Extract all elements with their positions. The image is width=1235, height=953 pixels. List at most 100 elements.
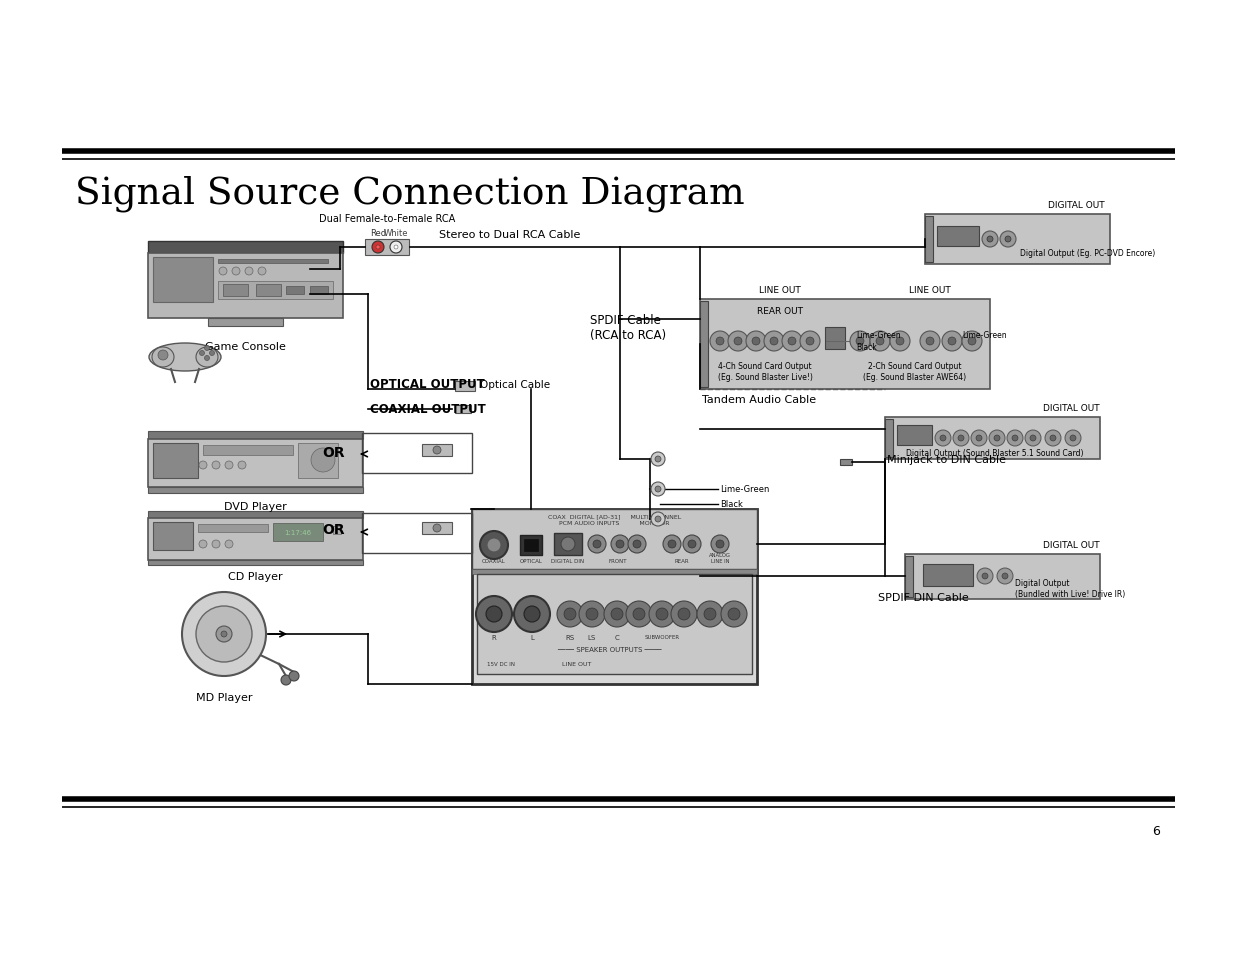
Circle shape	[953, 431, 969, 447]
Bar	[148, 518, 363, 560]
Circle shape	[935, 431, 951, 447]
Circle shape	[976, 436, 982, 441]
Circle shape	[593, 540, 601, 548]
Text: Game Console: Game Console	[205, 341, 285, 352]
Bar	[224, 285, 248, 296]
Circle shape	[225, 461, 233, 470]
Text: 15V DC IN: 15V DC IN	[487, 661, 515, 667]
Circle shape	[683, 536, 701, 554]
Bar	[422, 522, 452, 535]
Text: DIGITAL OUT: DIGITAL OUT	[1044, 403, 1100, 413]
Circle shape	[1030, 436, 1036, 441]
Circle shape	[856, 337, 864, 346]
Bar	[366, 240, 409, 255]
Circle shape	[1070, 436, 1076, 441]
Bar	[362, 514, 472, 554]
Circle shape	[514, 597, 550, 633]
Circle shape	[1002, 574, 1008, 579]
Text: 4-Ch Sound Card Output
(Eg. Sound Blaster Live!): 4-Ch Sound Card Output (Eg. Sound Blaste…	[718, 362, 813, 381]
Circle shape	[876, 337, 884, 346]
Text: DIGITAL OUT: DIGITAL OUT	[1044, 540, 1100, 550]
Bar	[925, 216, 932, 263]
Text: Black: Black	[856, 343, 877, 352]
Circle shape	[616, 540, 624, 548]
Text: ──── SPEAKER OUTPUTS ────: ──── SPEAKER OUTPUTS ────	[557, 646, 662, 652]
Text: L: L	[530, 635, 534, 640]
Bar	[472, 510, 757, 569]
Text: OPTICAL OUTPUT: OPTICAL OUTPUT	[370, 378, 485, 391]
Text: 6: 6	[1152, 824, 1160, 837]
Circle shape	[746, 332, 766, 352]
Circle shape	[721, 601, 747, 627]
Bar	[905, 557, 913, 598]
Circle shape	[487, 606, 501, 622]
Circle shape	[982, 574, 988, 579]
Text: OPTICAL: OPTICAL	[520, 558, 542, 563]
Bar	[923, 564, 973, 586]
Bar	[198, 524, 268, 533]
Text: Digital Output (Eg. PC-DVD Encore): Digital Output (Eg. PC-DVD Encore)	[1020, 248, 1155, 257]
Text: SPDIF DIN Cable: SPDIF DIN Cable	[878, 593, 968, 602]
Text: MD Player: MD Player	[196, 692, 252, 702]
Circle shape	[668, 540, 676, 548]
Text: SPDIF Cable
(RCA to RCA): SPDIF Cable (RCA to RCA)	[590, 314, 666, 341]
Circle shape	[475, 597, 513, 633]
Bar	[148, 439, 363, 488]
Circle shape	[764, 332, 784, 352]
Text: Dual Female-to-Female RCA: Dual Female-to-Female RCA	[319, 213, 456, 224]
Circle shape	[225, 540, 233, 548]
Circle shape	[710, 332, 730, 352]
Bar	[256, 285, 282, 296]
Bar	[825, 328, 845, 350]
Bar	[287, 287, 304, 294]
Bar	[472, 569, 757, 575]
Text: LINE OUT: LINE OUT	[760, 286, 800, 294]
Circle shape	[196, 606, 252, 662]
Text: Digital Output
(Bundled with Live! Drive IR): Digital Output (Bundled with Live! Drive…	[1015, 578, 1125, 598]
Text: Black: Black	[720, 500, 743, 509]
Circle shape	[579, 601, 605, 627]
Circle shape	[716, 540, 724, 548]
Text: DVD Player: DVD Player	[224, 501, 287, 512]
Circle shape	[375, 246, 380, 250]
Bar	[477, 575, 752, 675]
Bar	[840, 459, 852, 465]
Circle shape	[557, 601, 583, 627]
Circle shape	[634, 540, 641, 548]
Bar	[925, 214, 1110, 265]
Bar	[298, 443, 338, 478]
Ellipse shape	[152, 348, 174, 368]
Text: Lime-Green: Lime-Green	[856, 331, 900, 340]
Circle shape	[942, 332, 962, 352]
Bar	[153, 257, 212, 303]
Bar	[897, 426, 932, 446]
Circle shape	[727, 608, 740, 620]
Bar	[524, 539, 538, 552]
Circle shape	[989, 431, 1005, 447]
Text: OR: OR	[322, 446, 345, 459]
Text: Red: Red	[370, 229, 387, 237]
Circle shape	[806, 337, 814, 346]
Circle shape	[199, 461, 207, 470]
Text: ANALOG
LINE IN: ANALOG LINE IN	[709, 553, 731, 563]
Circle shape	[926, 337, 934, 346]
Bar	[454, 381, 475, 392]
Bar	[472, 510, 757, 684]
Circle shape	[245, 268, 253, 275]
Circle shape	[205, 346, 210, 351]
Circle shape	[655, 486, 661, 493]
Circle shape	[920, 332, 940, 352]
Text: 2-Ch Sound Card Output
(Eg. Sound Blaster AWE64): 2-Ch Sound Card Output (Eg. Sound Blaste…	[863, 362, 967, 381]
Circle shape	[977, 568, 993, 584]
Circle shape	[221, 631, 227, 638]
Circle shape	[1025, 431, 1041, 447]
Circle shape	[212, 461, 220, 470]
Circle shape	[752, 337, 760, 346]
Text: Tandem Audio Cable: Tandem Audio Cable	[701, 395, 816, 405]
Circle shape	[940, 436, 946, 441]
Circle shape	[997, 568, 1013, 584]
Bar	[148, 488, 363, 494]
Bar	[422, 444, 452, 456]
Circle shape	[982, 232, 998, 248]
Text: DIGITAL DIN: DIGITAL DIN	[552, 558, 584, 563]
